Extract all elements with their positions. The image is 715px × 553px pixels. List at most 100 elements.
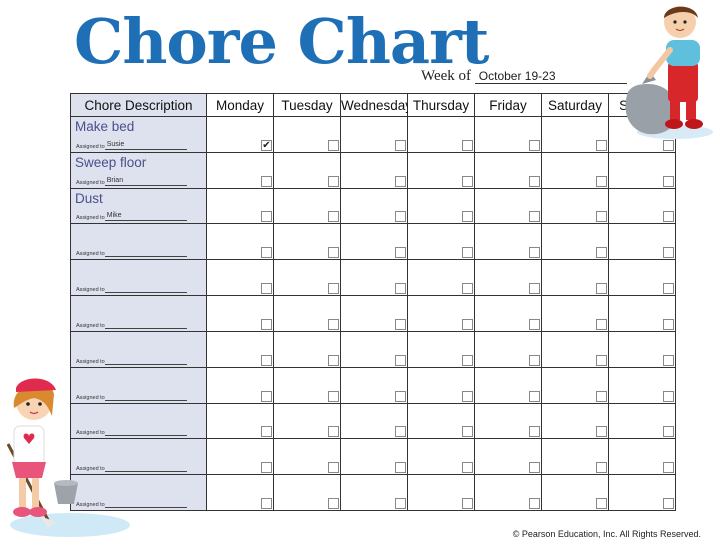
chore-description-cell[interactable]: Make bed Assigned to Susie bbox=[70, 116, 207, 153]
checkbox[interactable] bbox=[663, 354, 674, 366]
checkbox[interactable] bbox=[596, 498, 607, 509]
checkbox[interactable] bbox=[395, 426, 406, 438]
checkbox[interactable] bbox=[261, 462, 272, 474]
checkbox[interactable] bbox=[328, 390, 339, 402]
checkbox[interactable] bbox=[596, 247, 607, 259]
checkbox[interactable] bbox=[261, 283, 272, 295]
checkbox[interactable] bbox=[529, 498, 540, 509]
checkbox[interactable] bbox=[529, 283, 540, 295]
chore-description-cell[interactable]: Assigned to bbox=[70, 295, 207, 332]
checkbox[interactable] bbox=[529, 426, 540, 438]
checkbox[interactable] bbox=[663, 390, 674, 402]
checkbox[interactable] bbox=[395, 354, 406, 366]
chore-description-cell[interactable]: Assigned to bbox=[70, 438, 207, 476]
checkbox[interactable] bbox=[663, 462, 674, 474]
checkbox[interactable] bbox=[596, 426, 607, 438]
checkbox[interactable] bbox=[328, 462, 339, 474]
chore-description-cell[interactable]: Assigned to bbox=[70, 402, 207, 440]
checkbox[interactable]: ✔ bbox=[261, 139, 272, 151]
checkbox[interactable] bbox=[261, 247, 272, 259]
checkbox[interactable] bbox=[596, 462, 607, 474]
checkbox[interactable] bbox=[462, 318, 473, 330]
checkbox[interactable] bbox=[663, 498, 674, 509]
checkbox[interactable] bbox=[261, 318, 272, 330]
checkbox[interactable] bbox=[462, 139, 473, 151]
checkbox[interactable] bbox=[462, 283, 473, 295]
checkbox[interactable] bbox=[529, 211, 540, 223]
checkbox[interactable] bbox=[663, 318, 674, 330]
checkbox[interactable] bbox=[663, 211, 674, 223]
checkbox[interactable] bbox=[328, 354, 339, 366]
checkbox[interactable] bbox=[596, 390, 607, 402]
checkbox[interactable] bbox=[261, 354, 272, 366]
checkbox[interactable] bbox=[328, 175, 339, 187]
assigned-field[interactable] bbox=[104, 399, 187, 401]
checkbox[interactable] bbox=[462, 498, 473, 509]
checkbox[interactable] bbox=[328, 283, 339, 295]
checkbox[interactable] bbox=[462, 175, 473, 187]
checkbox[interactable] bbox=[328, 318, 339, 330]
chore-description-cell[interactable]: Dust Assigned to Mike bbox=[70, 187, 207, 225]
checkbox[interactable] bbox=[462, 247, 473, 259]
checkbox[interactable] bbox=[328, 139, 339, 151]
checkbox[interactable] bbox=[462, 462, 473, 474]
checkbox[interactable] bbox=[529, 354, 540, 366]
assigned-field[interactable]: Susie bbox=[104, 141, 187, 150]
assigned-field[interactable] bbox=[104, 292, 187, 294]
checkbox[interactable] bbox=[395, 139, 406, 151]
checkbox[interactable] bbox=[395, 390, 406, 402]
chore-description-cell[interactable]: Assigned to bbox=[70, 474, 207, 511]
assigned-field[interactable] bbox=[104, 363, 187, 365]
checkbox[interactable] bbox=[462, 211, 473, 223]
assigned-field[interactable] bbox=[104, 327, 187, 329]
checkbox[interactable] bbox=[462, 426, 473, 438]
checkbox[interactable] bbox=[328, 426, 339, 438]
checkbox[interactable] bbox=[529, 462, 540, 474]
checkbox[interactable] bbox=[596, 283, 607, 295]
checkbox[interactable] bbox=[395, 211, 406, 223]
checkbox[interactable] bbox=[395, 498, 406, 509]
checkbox[interactable] bbox=[328, 211, 339, 223]
checkbox[interactable] bbox=[462, 390, 473, 402]
checkbox[interactable] bbox=[596, 318, 607, 330]
chore-description-cell[interactable]: Assigned to bbox=[70, 259, 207, 297]
checkbox[interactable] bbox=[261, 498, 272, 509]
assigned-field[interactable] bbox=[104, 507, 187, 508]
assigned-field[interactable] bbox=[104, 471, 187, 473]
week-field[interactable]: October 19-23 bbox=[474, 70, 627, 84]
assigned-field[interactable]: Mike bbox=[104, 212, 187, 222]
checkbox[interactable] bbox=[395, 283, 406, 295]
checkbox[interactable] bbox=[395, 175, 406, 187]
checkbox[interactable] bbox=[663, 426, 674, 438]
checkbox[interactable] bbox=[529, 247, 540, 259]
checkbox[interactable] bbox=[261, 426, 272, 438]
chore-description-cell[interactable]: Sweep floor Assigned to Brian bbox=[70, 151, 207, 189]
checkbox[interactable] bbox=[529, 390, 540, 402]
checkbox[interactable] bbox=[596, 175, 607, 187]
checkbox[interactable] bbox=[261, 211, 272, 223]
checkbox[interactable] bbox=[261, 390, 272, 402]
checkbox[interactable] bbox=[596, 354, 607, 366]
checkbox[interactable] bbox=[395, 462, 406, 474]
checkbox[interactable] bbox=[395, 247, 406, 259]
assigned-field[interactable] bbox=[104, 256, 187, 258]
assigned-field[interactable] bbox=[104, 435, 187, 437]
checkbox[interactable] bbox=[529, 139, 540, 151]
checkbox[interactable] bbox=[529, 175, 540, 187]
assigned-field[interactable]: Brian bbox=[104, 177, 187, 186]
chore-description-cell[interactable]: Assigned to bbox=[70, 330, 207, 368]
checkbox[interactable] bbox=[663, 283, 674, 295]
checkbox[interactable] bbox=[663, 139, 674, 151]
checkbox[interactable] bbox=[395, 318, 406, 330]
checkbox[interactable] bbox=[328, 247, 339, 259]
checkbox[interactable] bbox=[462, 354, 473, 366]
checkbox[interactable] bbox=[663, 175, 674, 187]
chore-description-cell[interactable]: Assigned to bbox=[70, 223, 207, 261]
checkbox[interactable] bbox=[596, 139, 607, 151]
checkbox[interactable] bbox=[596, 211, 607, 223]
checkbox[interactable] bbox=[261, 175, 272, 187]
checkbox[interactable] bbox=[663, 247, 674, 259]
chore-description-cell[interactable]: Assigned to bbox=[70, 366, 207, 404]
checkbox[interactable] bbox=[529, 318, 540, 330]
checkbox[interactable] bbox=[328, 498, 339, 509]
